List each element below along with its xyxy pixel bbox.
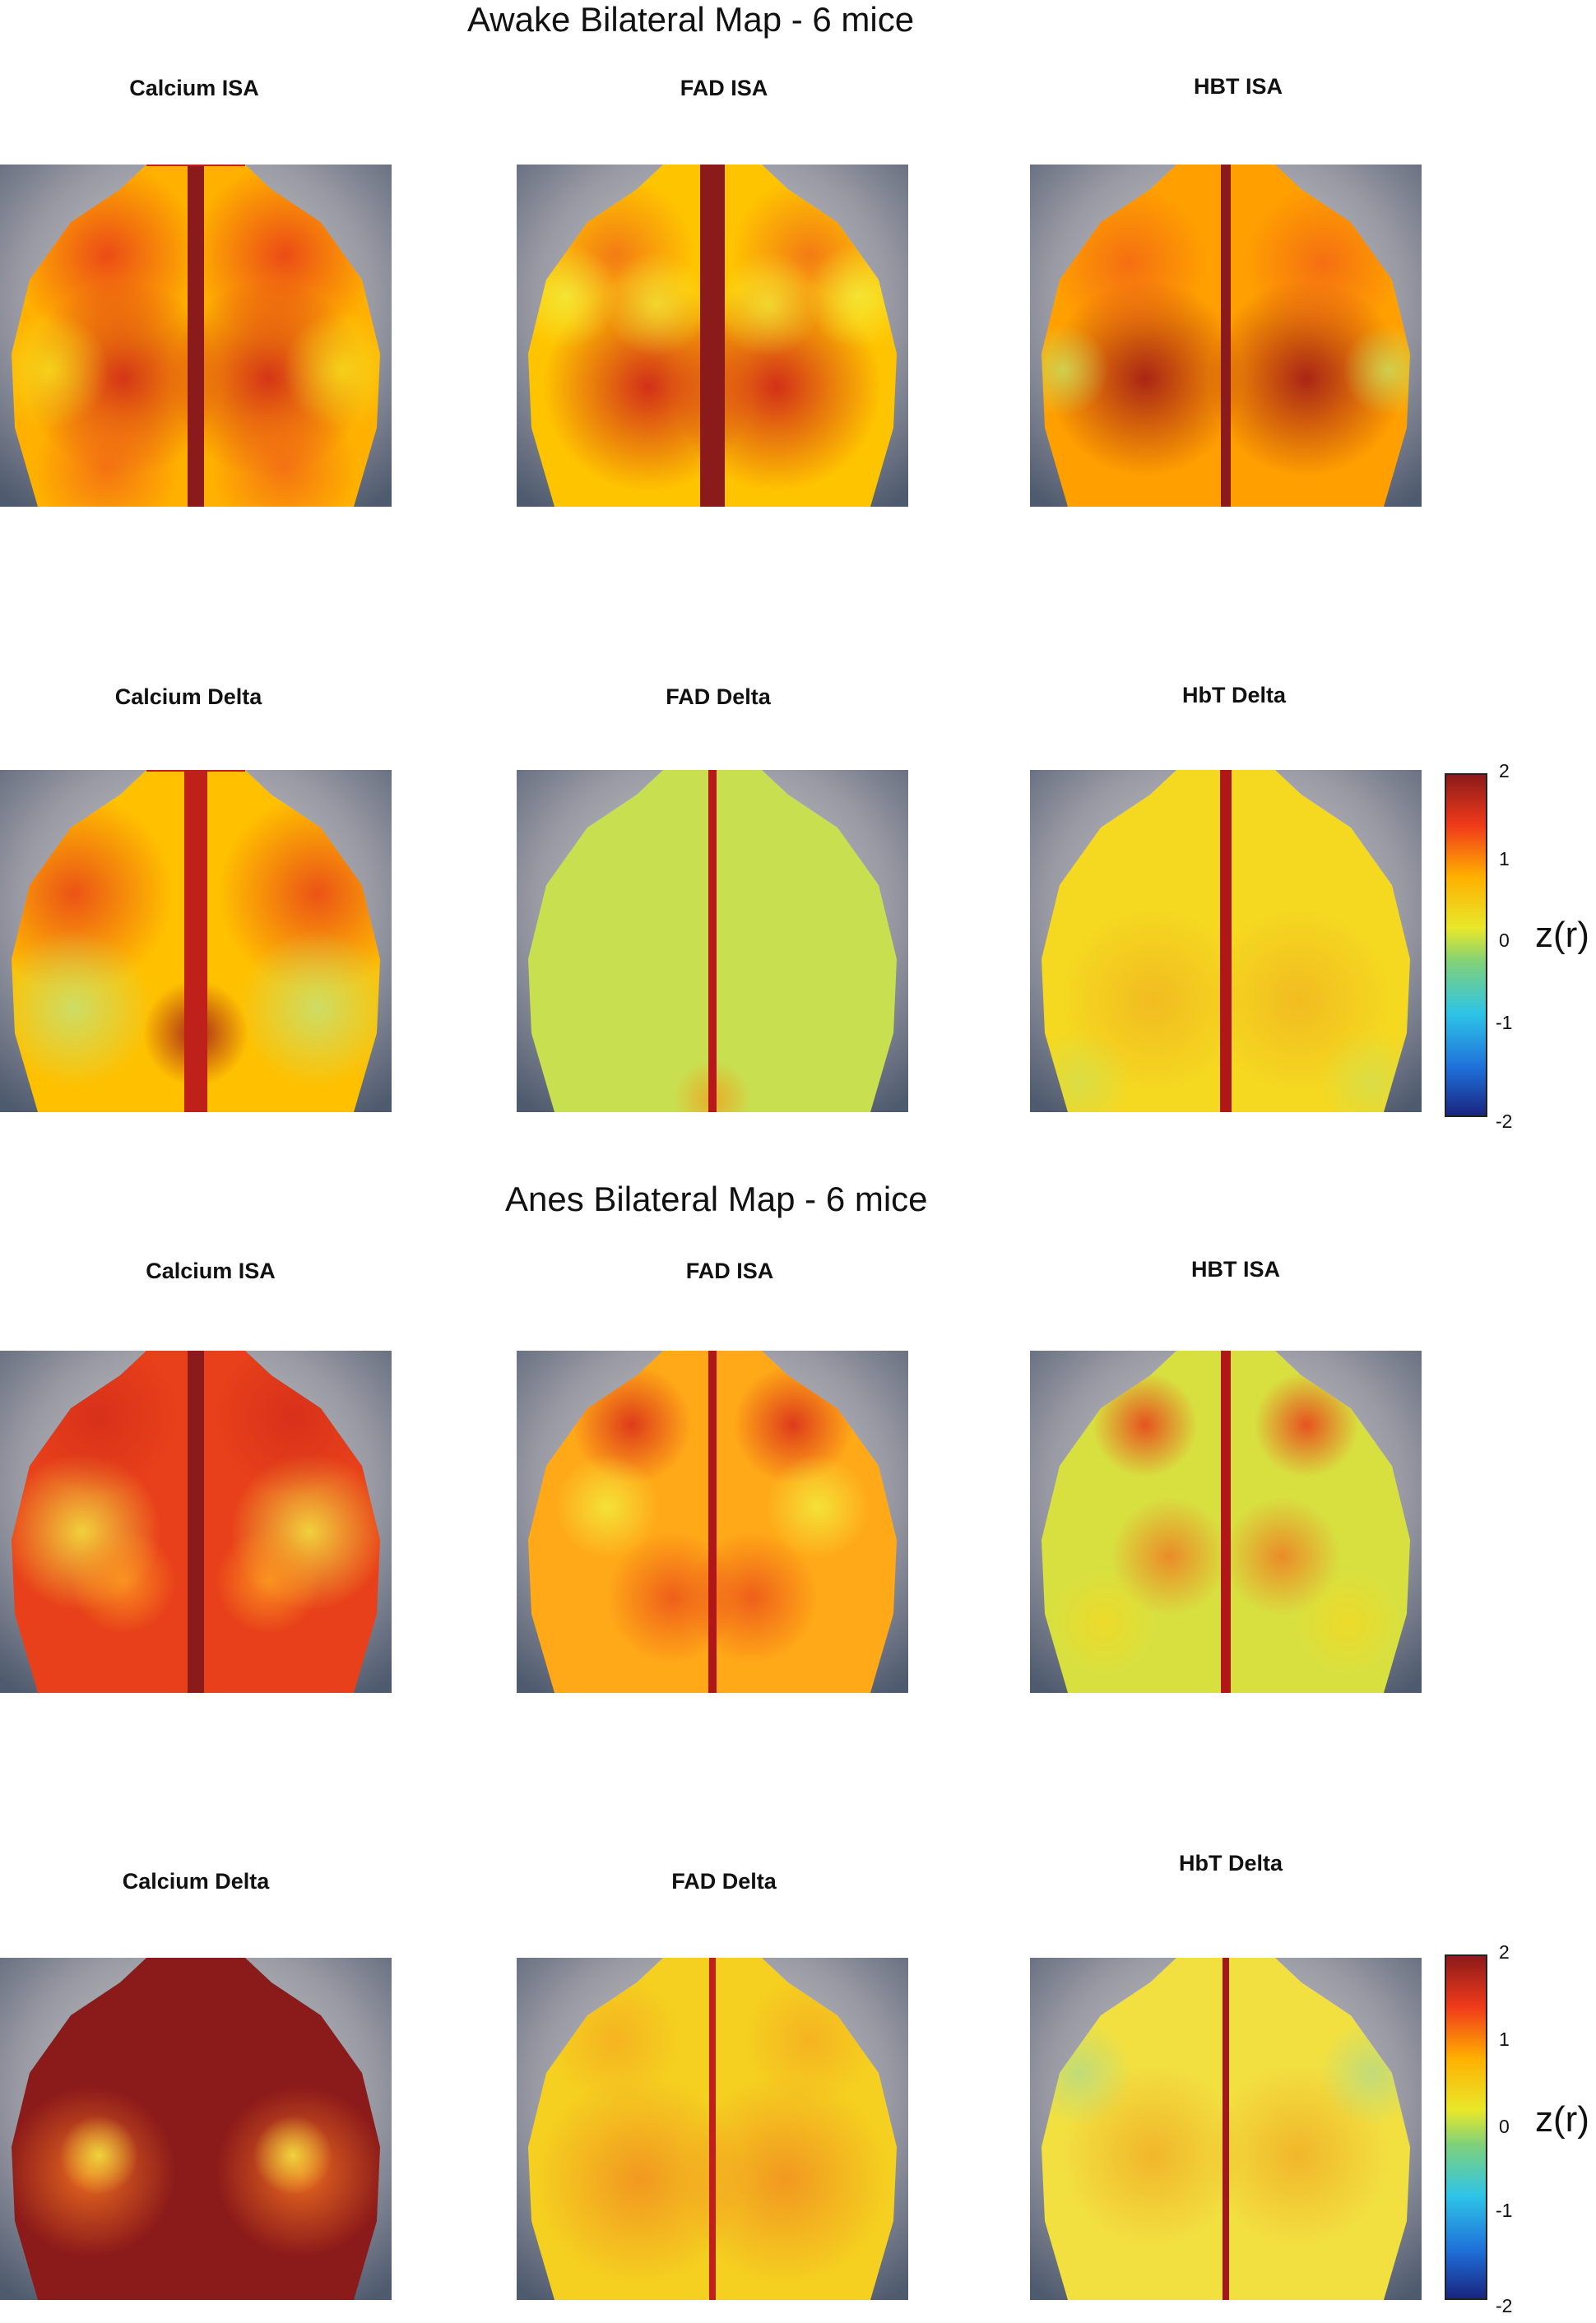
brain-map-anes-fad-isa xyxy=(517,1351,908,1693)
brain-map-svg xyxy=(1030,165,1422,507)
panel-title-awake-fad-isa: FAD ISA xyxy=(680,76,768,100)
brain-map-svg xyxy=(1030,1351,1422,1693)
colorbar-gradient-anes xyxy=(1445,1954,1487,2300)
midline xyxy=(188,1351,204,1693)
midline xyxy=(188,1958,204,2300)
brain-map-svg xyxy=(1030,1958,1422,2300)
brain-map-svg xyxy=(0,1351,392,1693)
brain-map-anes-hbt-isa xyxy=(1030,1351,1422,1693)
colorbar-tick: 0 xyxy=(1499,2116,1510,2137)
colorbar-tick: 2 xyxy=(1499,760,1510,781)
panel-title-anes-fad-delta: FAD Delta xyxy=(671,1869,777,1894)
midline xyxy=(1221,1351,1231,1693)
brain-map-awake-fad-isa xyxy=(517,165,908,507)
colorbar-tick: 2 xyxy=(1499,1941,1510,1963)
brain-map-awake-hbt-delta xyxy=(1030,770,1422,1112)
colorbar-tick: -2 xyxy=(1496,1110,1513,1132)
midline xyxy=(709,1958,716,2300)
brain-map-awake-calcium-delta xyxy=(0,770,392,1112)
colorbar-tick: 1 xyxy=(1499,848,1510,869)
brain-map-awake-fad-delta xyxy=(517,770,908,1112)
midline xyxy=(188,165,204,507)
midline xyxy=(700,165,725,507)
panel-title-awake-calcium-delta: Calcium Delta xyxy=(114,684,262,709)
brain-map-svg xyxy=(0,165,392,507)
brain-map-svg xyxy=(1030,770,1422,1112)
brain-map-svg xyxy=(517,165,908,507)
colorbar-label: z(r) xyxy=(1535,915,1589,955)
colorbar-tick: 1 xyxy=(1499,2029,1510,2050)
panel-title-awake-fad-delta: FAD Delta xyxy=(666,684,771,709)
brain-map-anes-calcium-isa xyxy=(0,1351,392,1693)
panel-title-anes-calcium-delta: Calcium Delta xyxy=(122,1869,270,1894)
panel-title-awake-hbt-delta: HbT Delta xyxy=(1181,683,1286,707)
brain-map-anes-hbt-delta xyxy=(1030,1958,1422,2300)
brain-map-svg xyxy=(0,770,392,1112)
brain-map-svg xyxy=(0,1958,392,2300)
panel-title-anes-calcium-isa: Calcium ISA xyxy=(146,1259,276,1283)
brain-map-svg xyxy=(517,1351,908,1693)
panel-title-anes-fad-isa: FAD ISA xyxy=(685,1259,774,1283)
colorbar-tick: -2 xyxy=(1496,2295,1513,2316)
colorbar-label: z(r) xyxy=(1535,2099,1589,2140)
midline xyxy=(708,770,717,1112)
midline xyxy=(708,1351,717,1693)
panel-title-awake-hbt-isa: HBT ISA xyxy=(1194,74,1283,99)
colorbar-awake xyxy=(1445,773,1487,1121)
brain-map-anes-fad-delta xyxy=(517,1958,908,2300)
colorbar-anes xyxy=(1445,1954,1487,2304)
midline xyxy=(184,770,207,1112)
colorbar-tick: -1 xyxy=(1496,1012,1513,1033)
section-title-anes: Anes Bilateral Map - 6 mice xyxy=(505,1180,928,1218)
panel-title-anes-hbt-delta: HbT Delta xyxy=(1178,1851,1283,1876)
brain-map-svg xyxy=(517,770,908,1112)
colorbar-tick: 0 xyxy=(1499,930,1510,951)
panel-title-awake-calcium-isa: Calcium ISA xyxy=(129,76,259,100)
midline xyxy=(1223,1958,1229,2300)
brain-map-awake-calcium-isa xyxy=(0,165,392,507)
brain-map-svg xyxy=(517,1958,908,2300)
midline xyxy=(1220,770,1232,1112)
panel-title-anes-hbt-isa: HBT ISA xyxy=(1191,1257,1280,1282)
colorbar-tick: -1 xyxy=(1496,2200,1513,2221)
brain-map-anes-calcium-delta xyxy=(0,1958,392,2300)
section-title-awake: Awake Bilateral Map - 6 mice xyxy=(467,0,915,39)
brain-map-awake-hbt-isa xyxy=(1030,165,1422,507)
midline xyxy=(1221,165,1231,507)
colorbar-gradient-awake xyxy=(1445,773,1487,1117)
